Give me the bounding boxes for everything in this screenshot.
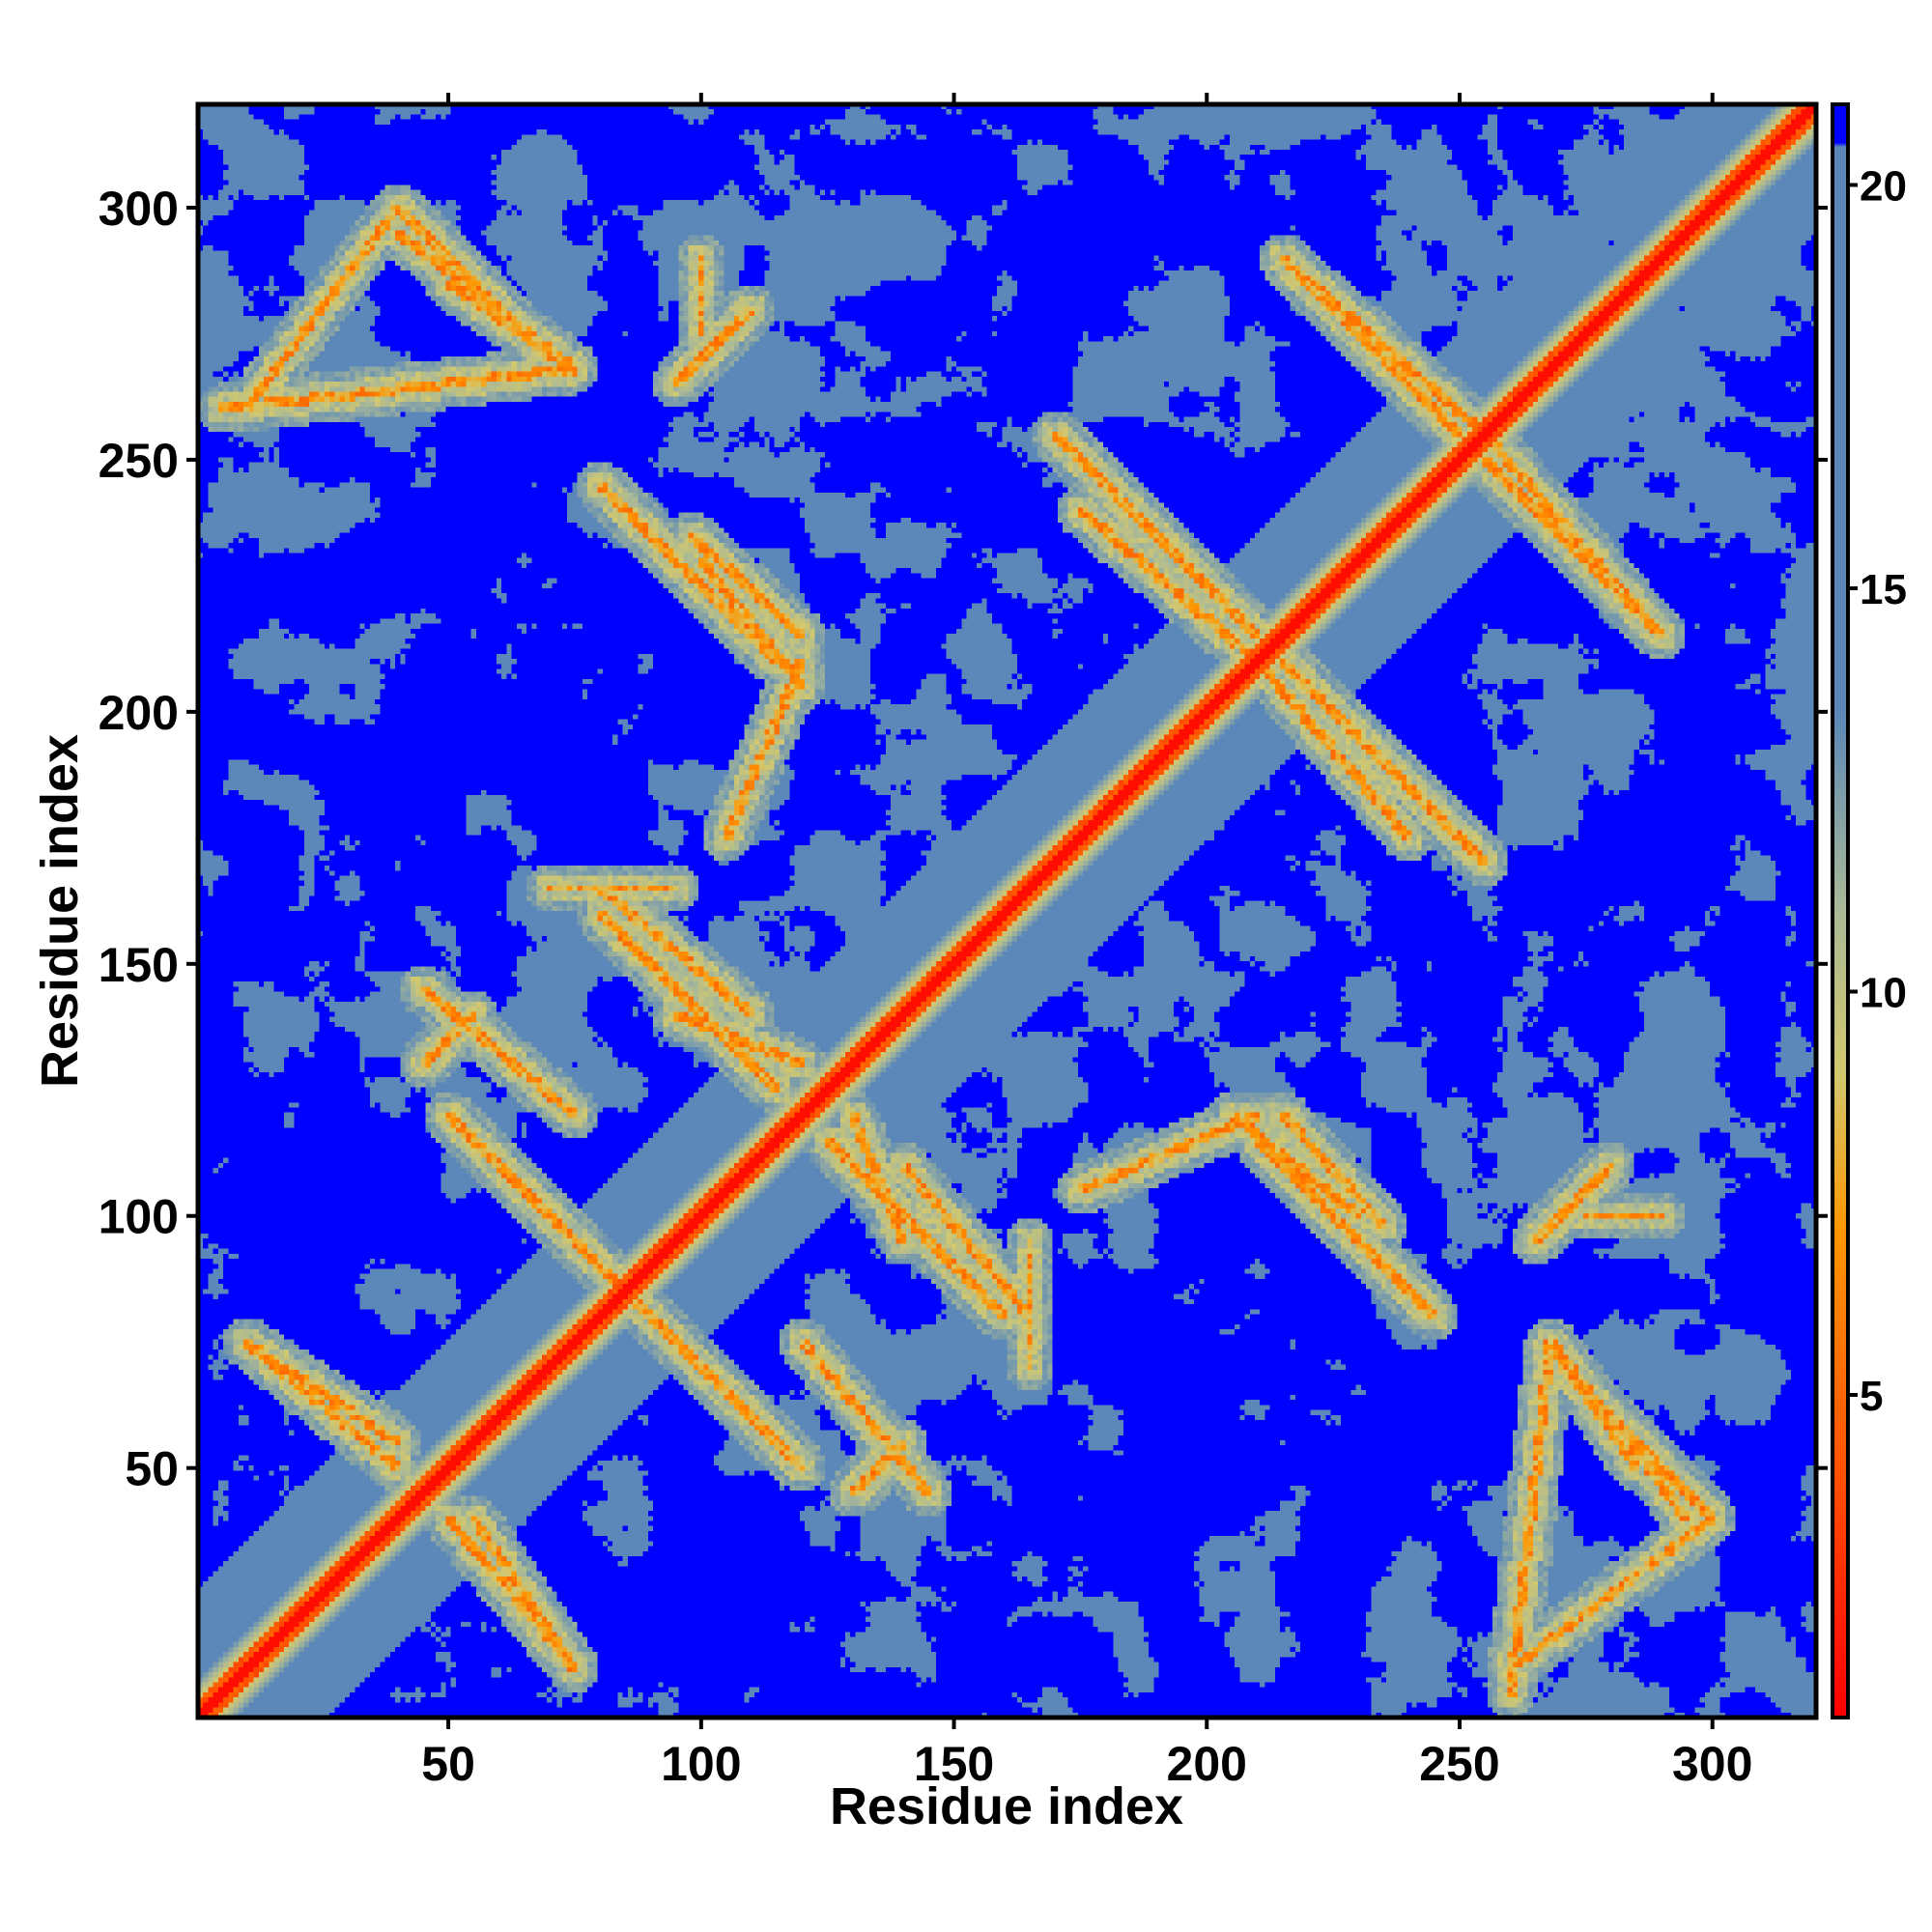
x-tick-label: 100 <box>661 1737 741 1791</box>
x-tick-label: 250 <box>1419 1737 1499 1791</box>
colorbar-frame <box>1831 102 1850 1719</box>
x-tick-label: 50 <box>421 1737 475 1791</box>
y-tick-label: 150 <box>99 938 179 992</box>
y-tick-label: 250 <box>99 434 179 488</box>
x-axis-label: Residue index <box>830 1777 1183 1835</box>
y-tick-label: 300 <box>99 182 179 236</box>
x-tick-label: 300 <box>1672 1737 1752 1791</box>
colorbar-tick-label: 15 <box>1860 566 1907 613</box>
y-axis-label: Residue index <box>31 734 89 1088</box>
x-tick-label: 200 <box>1167 1737 1247 1791</box>
x-axis-ticks: 50 100 150 200 250 300 <box>421 93 1752 1791</box>
plot-frame <box>195 101 1819 1720</box>
colorbar-ticks: 5 10 15 20 <box>1848 163 1907 1420</box>
heatmap-plot-area <box>198 104 1816 1718</box>
colorbar-tick-label: 5 <box>1860 1373 1883 1420</box>
colorbar-tick-label: 20 <box>1860 163 1907 211</box>
y-axis-ticks: 50 100 150 200 250 300 <box>99 182 1828 1496</box>
y-tick-label: 200 <box>99 686 179 740</box>
colorbar-tick-label: 10 <box>1860 970 1907 1017</box>
x-tick-label: 150 <box>914 1737 994 1791</box>
colorbar <box>1833 104 1848 1718</box>
y-tick-label: 50 <box>125 1442 179 1496</box>
y-tick-label: 100 <box>99 1190 179 1244</box>
